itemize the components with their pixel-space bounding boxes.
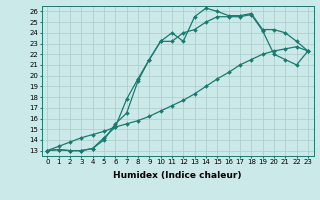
X-axis label: Humidex (Indice chaleur): Humidex (Indice chaleur) bbox=[113, 171, 242, 180]
